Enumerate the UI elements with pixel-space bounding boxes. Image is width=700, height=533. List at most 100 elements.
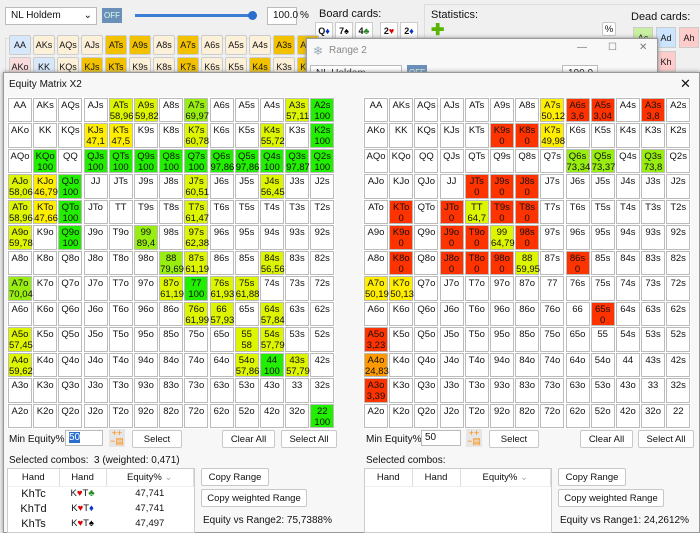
hand-cell[interactable]: K4o (33, 352, 58, 378)
hand-cell[interactable]: K7s 49,98 (540, 123, 565, 148)
hand-cell[interactable]: KQs (58, 123, 83, 148)
hand-cell[interactable]: A7o 50,19 (364, 276, 389, 301)
select-button[interactable]: Select (489, 430, 539, 448)
hand-cell[interactable]: A6s 3,6 (565, 98, 590, 123)
hand-cell[interactable]: 64o (209, 352, 234, 378)
hand-cell[interactable]: QJo (414, 174, 439, 199)
hand-cell[interactable]: Q4s (615, 148, 640, 174)
game-select[interactable]: NL Holdem ⌄ (5, 7, 97, 25)
hand-cell[interactable]: J2o (83, 403, 108, 429)
hand-cell[interactable]: A9o (364, 225, 388, 250)
column-header-equity[interactable]: Equity% ⌄ (106, 469, 195, 487)
hand-cell[interactable]: 93o (133, 378, 158, 403)
hand-cell[interactable]: JTo 0 (439, 199, 464, 225)
hand-cell[interactable]: 52o (590, 403, 615, 429)
hand-cell[interactable]: 64o (565, 352, 590, 378)
hand-cell[interactable]: A4s (259, 98, 284, 123)
hand-cell[interactable]: 32s (666, 378, 691, 403)
hand-cell[interactable]: J6o (83, 301, 108, 327)
hand-cell[interactable]: T9o (108, 225, 133, 250)
hand-cell[interactable]: K4s 55,72 (259, 123, 285, 148)
hand-cell[interactable]: AQo (364, 148, 388, 174)
hand-cell[interactable]: ATo 58,96 (8, 199, 33, 225)
hand-cell[interactable]: JTs (108, 174, 133, 199)
hand-cell[interactable]: Q3s 97,87 (285, 148, 310, 174)
hand-cell[interactable]: 93s (285, 225, 310, 250)
hand-cell[interactable]: Q5s 97,86 (234, 148, 259, 174)
hand-cell[interactable]: A6o (364, 301, 388, 327)
column-header-equity[interactable]: Equity% ⌄ (460, 469, 552, 487)
hand-cell[interactable]: Q3o (414, 378, 439, 403)
hand-cell[interactable]: T9o 0 (464, 225, 489, 250)
hand-cell[interactable]: A9s 59,82 (133, 98, 159, 123)
hand-cell[interactable]: 94o (489, 352, 514, 378)
hand-cell[interactable]: 75o (540, 327, 565, 352)
hand-cell[interactable]: T4o (108, 352, 133, 378)
hand-cell[interactable]: Q5o (414, 327, 439, 352)
hand-cell[interactable]: T6s (565, 199, 590, 225)
hand-cell[interactable]: 76s 61,93 (209, 276, 234, 301)
hand-cell[interactable]: 65o (565, 327, 590, 352)
hand-cell[interactable]: 92o (489, 403, 514, 429)
hand-cell[interactable]: J7o (83, 276, 108, 301)
hand-cell[interactable]: AKs (389, 98, 414, 123)
hand-cell[interactable]: K8o 0 (389, 250, 414, 276)
hand-cell[interactable]: 64s (615, 301, 640, 327)
range-cell[interactable]: A7s (177, 35, 199, 55)
hand-cell[interactable]: 82s (310, 250, 335, 276)
hand-cell[interactable]: Q6o (58, 301, 83, 327)
hand-cell[interactable]: K4s (615, 123, 640, 148)
hand-cell[interactable]: AKs (33, 98, 58, 123)
hand-cell[interactable]: K9o 0 (389, 225, 414, 250)
hand-cell[interactable]: T4s (615, 199, 640, 225)
hand-cell[interactable]: 53o (590, 378, 615, 403)
hand-cell[interactable]: T7o (464, 276, 489, 301)
select-all-button[interactable]: Select All (281, 430, 337, 448)
weight-slider[interactable] (135, 11, 257, 20)
hand-cell[interactable]: 42o (259, 403, 284, 429)
hand-cell[interactable]: J8s (159, 174, 184, 199)
hand-cell[interactable]: J3s (641, 174, 666, 199)
hand-cell[interactable]: A5o 3,23 (364, 327, 388, 352)
add-icon[interactable]: ✚ (431, 22, 445, 39)
hand-cell[interactable]: 83s (285, 250, 310, 276)
hand-cell[interactable]: J5o (439, 327, 464, 352)
hand-cell[interactable]: J8s 0 (515, 174, 540, 199)
hand-cell[interactable]: KTo 47,66 (33, 199, 58, 225)
hand-cell[interactable]: 95s (590, 225, 615, 250)
hand-cell[interactable]: 94o (133, 352, 158, 378)
hand-cell[interactable]: 75s (590, 276, 615, 301)
hand-cell[interactable]: 96s (209, 225, 234, 250)
hand-cell[interactable]: 33 (285, 378, 310, 403)
off-toggle[interactable]: OFF (102, 8, 122, 23)
hand-cell[interactable]: Q2s (666, 148, 691, 174)
hand-cell[interactable]: J3o (439, 378, 464, 403)
hand-cell[interactable]: 72s (310, 276, 335, 301)
hand-cell[interactable]: K6o (33, 301, 58, 327)
hand-cell[interactable]: KK (33, 123, 58, 148)
hand-cell[interactable]: 84s 56,56 (259, 250, 285, 276)
hand-cell[interactable]: ATs (464, 98, 489, 123)
hand-cell[interactable]: 97s (540, 225, 565, 250)
hand-cell[interactable]: 74o (184, 352, 209, 378)
hand-cell[interactable]: Q6s 73,34 (565, 148, 590, 174)
hand-cell[interactable]: Q8s 100 (159, 148, 184, 174)
hand-cell[interactable]: 92s (666, 225, 691, 250)
hand-cell[interactable]: K8s (159, 123, 184, 148)
hand-cell[interactable]: 83o (159, 378, 184, 403)
hand-cell[interactable]: T7o (108, 276, 133, 301)
hand-cell[interactable]: K7o (33, 276, 58, 301)
hand-cell[interactable]: 76s (565, 276, 590, 301)
hand-cell[interactable]: 63o (209, 378, 234, 403)
hand-cell[interactable]: 54s (615, 327, 640, 352)
hand-cell[interactable]: T5o (464, 327, 489, 352)
hand-cell[interactable]: 97o (133, 276, 158, 301)
hand-cell[interactable]: J7s 60,51 (184, 174, 209, 199)
range-cell[interactable]: AQs (57, 35, 79, 55)
hand-cell[interactable]: 63s (641, 301, 666, 327)
hand-cell[interactable]: 99 64,79 (489, 225, 515, 250)
hand-cell[interactable]: Q9s 100 (133, 148, 158, 174)
hand-cell[interactable]: K6s (565, 123, 590, 148)
range-cell[interactable]: A4s (249, 35, 271, 55)
hand-cell[interactable]: 43s (641, 352, 666, 378)
